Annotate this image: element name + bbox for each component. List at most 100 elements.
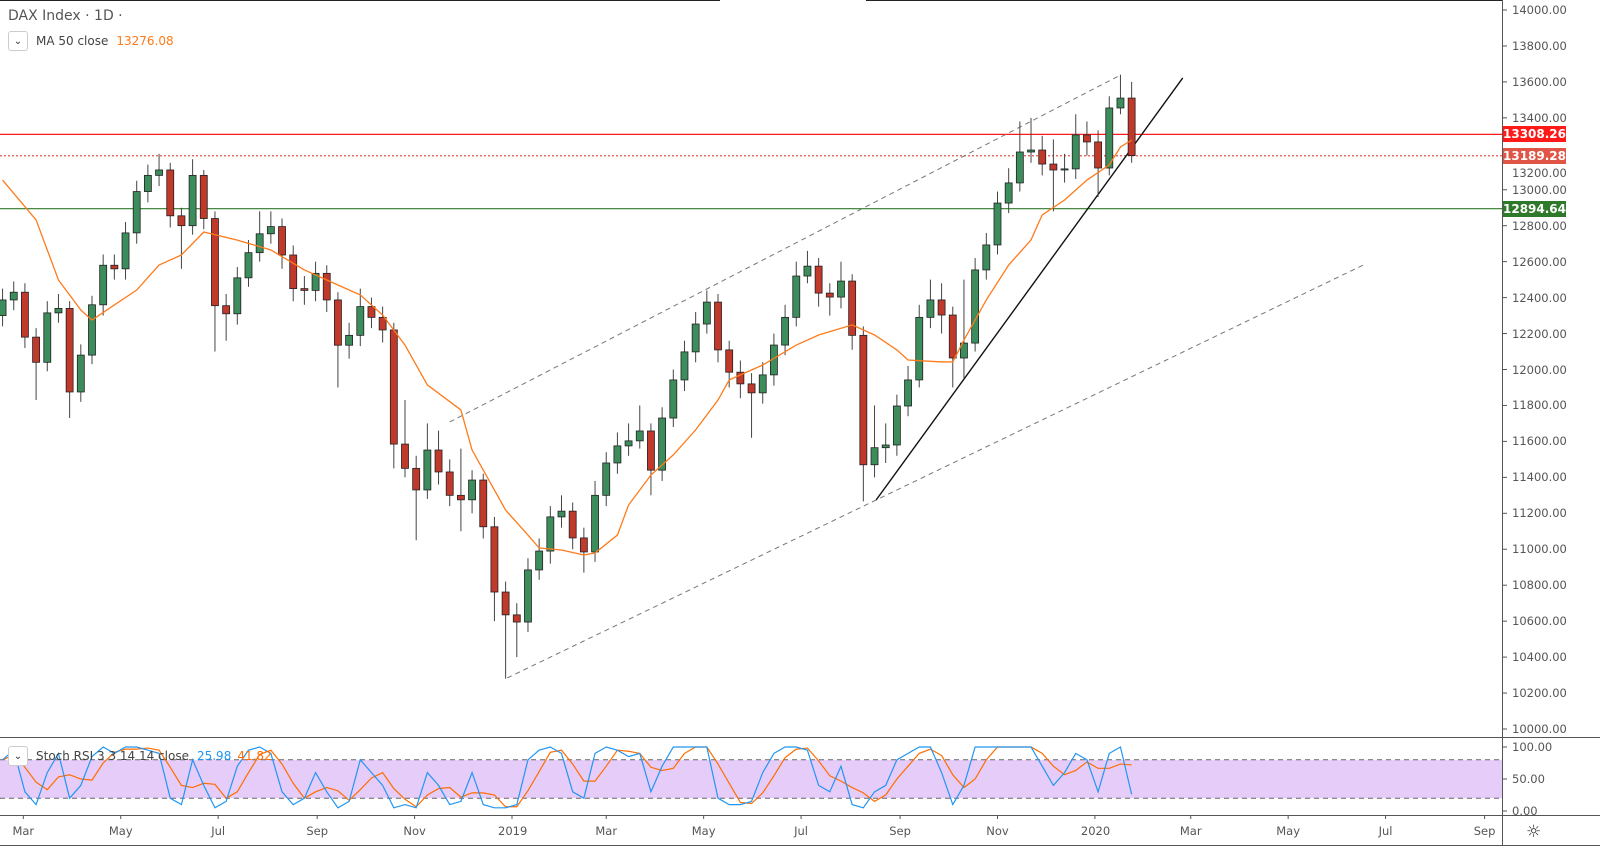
candle-up — [266, 226, 275, 235]
candle-down — [490, 526, 499, 593]
candle-down — [725, 349, 734, 373]
candle-down — [389, 329, 398, 445]
candle-up — [781, 316, 789, 346]
candle-up — [9, 291, 18, 301]
price-tick-label: 10600.00 — [1512, 614, 1567, 629]
price-tick-label: 13000.00 — [1512, 182, 1567, 197]
stoch-legend-label: Stoch RSI 3 3 14 14 close — [36, 749, 189, 763]
price-tick-label: 10400.00 — [1512, 650, 1567, 665]
time-tick-label: Mar — [595, 824, 618, 838]
stoch-k-line — [2, 746, 1133, 809]
candle-up — [76, 354, 85, 393]
main-plot — [0, 74, 1502, 679]
price-tick-label: 12200.00 — [1512, 326, 1567, 341]
candle-up — [960, 342, 968, 359]
stoch-d-line — [2, 746, 1132, 808]
time-tick-label: May — [108, 824, 133, 838]
candle-up — [1060, 168, 1069, 171]
price-tick-label: 10800.00 — [1512, 578, 1567, 593]
price-tick-label: 11600.00 — [1512, 434, 1567, 449]
candle-down — [1094, 141, 1102, 169]
candle-up — [233, 277, 242, 315]
candle-down — [825, 292, 834, 298]
candle-down — [300, 288, 309, 291]
candle-up — [837, 280, 845, 298]
price-tick-label: 12800.00 — [1512, 218, 1567, 233]
candle-down — [848, 280, 857, 336]
ma-legend: ⌄ MA 50 close 13276.08 — [8, 31, 174, 51]
price-tick-label: 10200.00 — [1512, 686, 1567, 701]
stoch-legend: ⌄ Stoch RSI 3 3 14 14 close 25.98 41.82 — [8, 746, 272, 766]
candle-down — [1083, 134, 1091, 143]
candle-down — [166, 169, 175, 217]
candle-up — [602, 462, 611, 496]
time-tick-label: 2020 — [1080, 824, 1111, 838]
candle-up — [311, 272, 320, 291]
price-tick-label: 12000.00 — [1512, 362, 1567, 377]
candle-up — [926, 299, 935, 318]
candle-up — [524, 569, 532, 623]
candle-down — [367, 306, 376, 318]
candle-down — [21, 291, 29, 338]
candle-up — [1027, 149, 1035, 153]
candle-down — [32, 336, 40, 363]
chevron-down-icon[interactable]: ⌄ — [8, 746, 28, 766]
time-tick-label: Sep — [306, 824, 328, 838]
ma-legend-value: 13276.08 — [116, 34, 174, 48]
candle-down — [1127, 97, 1136, 156]
candle-up — [870, 447, 879, 466]
candle-up — [669, 379, 678, 419]
candle-up — [54, 307, 63, 314]
time-tick-label: May — [1276, 824, 1301, 838]
candle-up — [658, 417, 667, 471]
candle-up — [971, 269, 980, 344]
stoch-plot — [0, 746, 1502, 809]
candle-down — [445, 471, 454, 496]
time-tick-label: Nov — [403, 824, 426, 838]
chevron-down-icon[interactable]: ⌄ — [8, 31, 28, 51]
candle-up — [88, 304, 96, 356]
candle-up — [132, 191, 141, 234]
window-edge — [866, 0, 1502, 1]
candle-up — [255, 233, 264, 254]
candle-down — [401, 443, 409, 469]
candle-up — [881, 444, 890, 449]
candle-up — [702, 301, 711, 325]
candle-down — [747, 383, 756, 394]
candle-up — [244, 252, 253, 279]
stoch-tick-label: 100.00 — [1512, 740, 1553, 754]
candle-down — [937, 299, 946, 316]
price-tick-label: 11400.00 — [1512, 470, 1567, 485]
candle-up — [557, 510, 566, 518]
time-tick-label: Nov — [986, 824, 1009, 838]
settings-gear-icon[interactable]: ☼ — [1526, 822, 1542, 842]
time-tick-label: 2019 — [498, 824, 528, 838]
candle-up — [155, 169, 163, 176]
time-tick-label: Jul — [211, 824, 226, 838]
price-tick-label: 10000.00 — [1512, 722, 1567, 736]
candle-up — [915, 316, 924, 381]
candle-down — [579, 537, 588, 553]
ma50-line — [2, 139, 1132, 556]
candle-up — [904, 379, 912, 407]
candle-down — [378, 316, 387, 331]
time-tick-label: May — [691, 824, 716, 838]
price-tick-label: 13800.00 — [1512, 38, 1567, 53]
candle-down — [110, 264, 119, 270]
candle-down — [222, 305, 231, 315]
candle-down — [948, 314, 957, 359]
price-tick-label: 13600.00 — [1512, 74, 1567, 89]
time-tick-label: Mar — [1179, 824, 1202, 838]
candle-down — [1049, 163, 1058, 171]
candle-up — [1071, 134, 1080, 170]
price-tick-label: 12400.00 — [1512, 290, 1567, 305]
candle-down — [714, 301, 722, 351]
candle-down — [736, 371, 745, 385]
candle-up — [613, 445, 622, 464]
ma-legend-label: MA 50 close — [36, 34, 109, 48]
candle-up — [99, 264, 108, 306]
candle-up — [546, 516, 555, 552]
candle-down — [199, 174, 208, 219]
candle-down — [65, 307, 74, 393]
